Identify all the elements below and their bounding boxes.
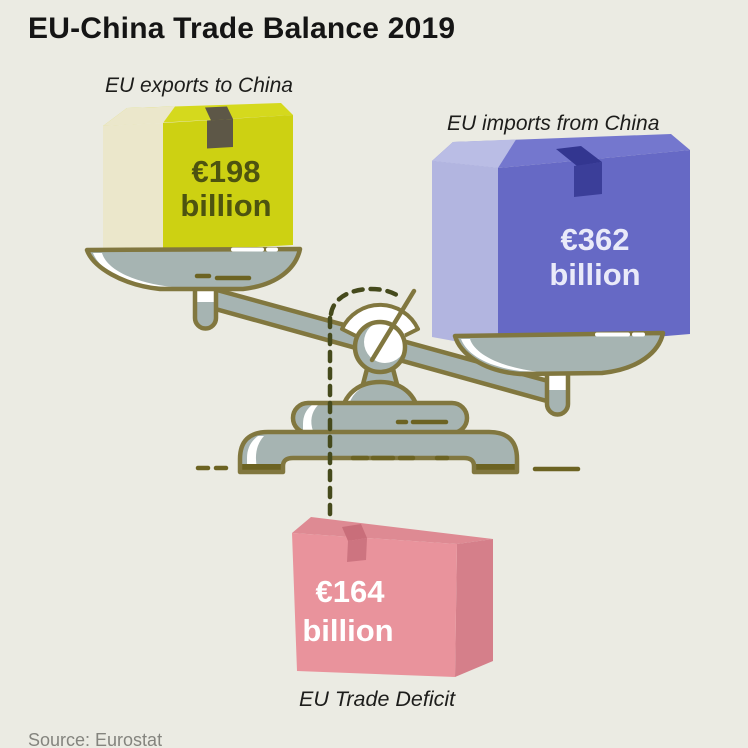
exports-box: €198 billion [103, 103, 293, 258]
deficit-label: EU Trade Deficit [299, 687, 456, 711]
exports-box-side [103, 123, 163, 258]
imports-box-tape-front [574, 162, 602, 197]
scale-platform [290, 400, 470, 436]
scale-base [237, 429, 520, 475]
exports-label: EU exports to China [105, 74, 293, 97]
deficit-unit: billion [302, 613, 393, 648]
ground-dashes [195, 465, 581, 472]
balance-scale [84, 246, 666, 475]
gauge-needle-icon [369, 288, 417, 363]
deficit-amount: €164 [316, 574, 386, 609]
imports-unit: billion [549, 257, 640, 292]
imports-box: €362 billion [432, 134, 690, 350]
scale-right-pan [452, 330, 666, 377]
scale-left-pan [84, 246, 303, 292]
deficit-box: €164 billion [292, 517, 493, 677]
exports-amount: €198 [192, 154, 261, 189]
exports-box-tape-front [207, 119, 233, 149]
imports-box-side [432, 161, 498, 349]
scale-left-hanger [192, 283, 219, 331]
source-note: Source: Eurostat [28, 730, 163, 748]
imports-label: EU imports from China [447, 112, 659, 135]
imports-box-front [498, 150, 690, 350]
exports-box-front [163, 115, 293, 252]
exports-box-top-left [103, 106, 175, 126]
imports-amount: €362 [561, 222, 630, 257]
deficit-box-front [292, 533, 457, 677]
deficit-dashed-line [327, 286, 404, 527]
imports-box-tape-icon [556, 146, 602, 166]
deficit-box-tape-front [347, 538, 367, 562]
page-title: EU-China Trade Balance 2019 [28, 12, 456, 45]
scale-right-hanger [544, 367, 571, 417]
scale-gauge [340, 288, 420, 391]
exports-unit: billion [180, 188, 271, 223]
imports-box-top-left [432, 139, 516, 168]
deficit-box-side [455, 539, 493, 677]
exports-box-tape-icon [205, 106, 233, 121]
deficit-box-top [292, 517, 493, 544]
deficit-box-tape-icon [342, 524, 367, 541]
